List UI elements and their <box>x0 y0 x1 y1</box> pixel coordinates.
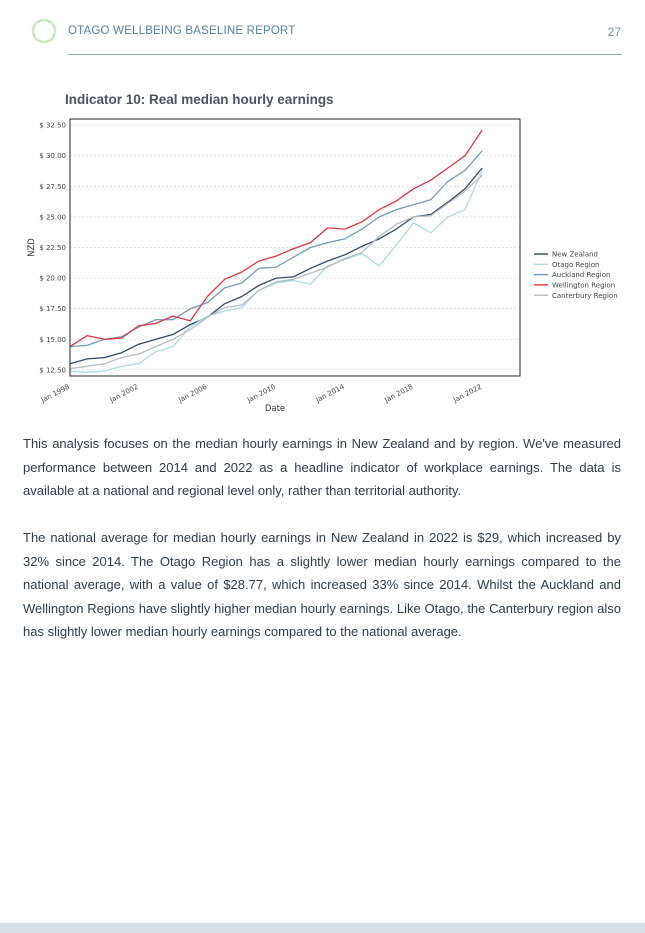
footer-band <box>0 923 645 933</box>
page-number: 27 <box>607 25 621 39</box>
legend-label: New Zealand <box>552 251 598 259</box>
series-line-auckland-region <box>69 150 483 348</box>
legend-label: Otago Region <box>552 261 599 269</box>
x-axis-label: Date <box>265 404 285 414</box>
y-tick-label: $ 22.50 <box>39 244 66 252</box>
y-tick-label: $ 32.50 <box>39 122 66 130</box>
legend-label: Auckland Region <box>552 271 610 279</box>
y-tick-label: $ 15.00 <box>39 336 66 344</box>
y-tick-label: $ 30.00 <box>39 152 66 160</box>
y-tick-label: $ 20.00 <box>39 275 66 283</box>
x-tick-label: Jan 2006 <box>176 382 208 404</box>
x-tick-label: Jan 2010 <box>245 383 277 405</box>
report-title: OTAGO WELLBEING BASELINE REPORT <box>68 25 296 37</box>
paragraph-national-average: The national average for median hourly e… <box>23 530 621 639</box>
series-line-new-zealand <box>69 167 483 365</box>
header-divider <box>68 54 622 55</box>
paragraph-analysis: This analysis focuses on the median hour… <box>23 436 621 498</box>
legend-label: Canterbury Region <box>552 292 618 300</box>
chart-title: Indicator 10: Real median hourly earning… <box>65 92 334 107</box>
y-tick-label: $ 27.50 <box>39 183 66 191</box>
plot-frame <box>69 118 521 377</box>
x-tick-label: Jan 2002 <box>108 383 140 405</box>
x-tick-label: Jan 2014 <box>314 382 346 404</box>
earnings-line-chart: $ 12.50 $ 15.00 $ 17.50 $ 20.00 $ 22.50 $ 25.… <box>27 118 618 414</box>
series-line-wellington-region <box>69 129 483 348</box>
y-tick-label: $ 12.50 <box>39 366 66 374</box>
x-tick-label: Jan 2018 <box>383 383 415 405</box>
page-header: OTAGO WELLBEING BASELINE REPORT 27 <box>0 0 645 60</box>
y-tick-label: $ 25.00 <box>39 213 66 221</box>
y-axis-label: NZD <box>27 238 37 257</box>
series-line-canterbury-region <box>69 174 483 370</box>
x-tick-label: Jan 2022 <box>451 383 483 405</box>
leaf-wreath-icon <box>31 18 57 44</box>
series-line-otago-region <box>69 170 483 373</box>
legend-label: Wellington Region <box>552 282 615 290</box>
y-tick-label: $ 17.50 <box>39 305 66 313</box>
x-tick-label: Jan 1998 <box>39 383 71 405</box>
